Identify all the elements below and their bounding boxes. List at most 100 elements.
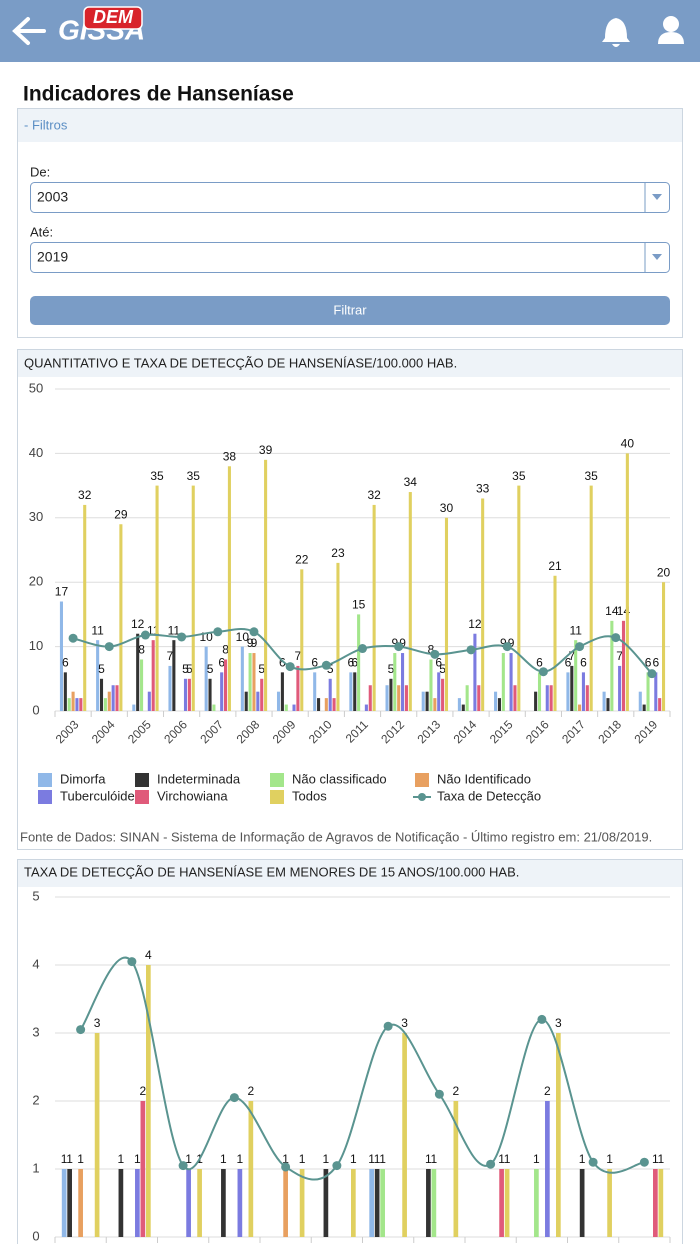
- rate-point: [466, 645, 476, 655]
- bar: [59, 601, 63, 711]
- data-label: 2: [544, 1084, 551, 1098]
- data-label: 17: [55, 585, 69, 599]
- to-select[interactable]: [30, 242, 670, 273]
- rate-point: [213, 627, 223, 637]
- y-tick-label: 20: [29, 574, 43, 589]
- bar: [140, 659, 144, 711]
- data-label: 2: [248, 1084, 255, 1098]
- bar: [224, 659, 228, 711]
- data-label: 1: [185, 1152, 192, 1166]
- bar: [408, 492, 412, 711]
- bar: [212, 704, 216, 711]
- rate-point: [575, 642, 585, 652]
- bar: [545, 685, 549, 711]
- data-label: 1: [220, 1152, 227, 1166]
- data-label: 5: [186, 662, 193, 676]
- user-icon[interactable]: [658, 16, 684, 44]
- data-label: 32: [78, 488, 92, 502]
- bar: [618, 665, 622, 711]
- legend-label: Não classificado: [292, 771, 387, 786]
- bar: [252, 653, 256, 711]
- data-label: 6: [348, 656, 355, 670]
- bar: [509, 653, 513, 711]
- data-label: 23: [331, 546, 345, 560]
- data-label: 6: [218, 656, 225, 670]
- bar: [429, 659, 433, 711]
- chart-panel-header: [18, 350, 682, 377]
- data-label: 11: [569, 623, 582, 637]
- data-label: 1: [61, 1152, 68, 1166]
- rate-point: [611, 633, 621, 643]
- data-label: 35: [150, 469, 164, 483]
- bar: [389, 678, 393, 711]
- data-label: 4: [145, 948, 152, 962]
- legend-label: Tuberculóide: [60, 788, 135, 803]
- data-label: 14: [605, 604, 619, 618]
- data-label: 11: [168, 623, 181, 637]
- y-tick-label: 2: [32, 1092, 39, 1107]
- data-label: 1: [379, 1152, 386, 1166]
- bar: [578, 704, 582, 711]
- bar: [579, 1169, 585, 1237]
- back-button[interactable]: [12, 17, 46, 45]
- bar: [646, 672, 650, 711]
- bar: [574, 640, 578, 711]
- rate-point: [538, 667, 548, 677]
- legend-swatch: [38, 773, 52, 787]
- data-label: 1: [504, 1152, 511, 1166]
- y-tick-label: 0: [32, 702, 39, 717]
- data-label: 1: [299, 1152, 306, 1166]
- bar: [477, 685, 481, 711]
- legend-swatch: [135, 790, 149, 804]
- filter-button-label: Filtrar: [333, 302, 367, 317]
- bar: [79, 698, 83, 711]
- bar: [553, 575, 557, 711]
- bar: [402, 1033, 407, 1237]
- bar: [63, 672, 67, 711]
- rate-point: [285, 662, 295, 672]
- bar: [625, 453, 629, 711]
- data-label: 6: [565, 656, 572, 670]
- bar: [385, 685, 389, 711]
- filter-toggle[interactable]: - Filtros: [24, 117, 68, 132]
- from-select[interactable]: [30, 182, 670, 213]
- bar: [517, 485, 521, 711]
- bar: [364, 704, 368, 711]
- bar: [426, 1169, 431, 1237]
- data-label: 1: [658, 1152, 665, 1166]
- rate-point: [76, 1025, 86, 1035]
- badge-bg: [83, 6, 143, 30]
- data-label: 9: [247, 636, 254, 650]
- bar: [349, 672, 353, 711]
- bar: [244, 691, 248, 711]
- data-label: 7: [616, 649, 623, 663]
- data-label: 1: [134, 1152, 141, 1166]
- bar: [556, 1033, 561, 1237]
- data-label: 11: [91, 623, 104, 637]
- bar: [610, 620, 614, 711]
- bar: [658, 1169, 664, 1237]
- notification-icon[interactable]: [602, 18, 630, 47]
- chart-title: QUANTITATIVO E TAXA DE DETECÇÃO DE HANSE…: [24, 355, 457, 370]
- y-tick-label: 1: [32, 1160, 39, 1175]
- bar: [186, 1169, 191, 1237]
- bar: [441, 678, 445, 711]
- bar: [534, 691, 538, 711]
- rate-point: [358, 644, 367, 654]
- legend-swatch: [415, 773, 429, 787]
- bar: [260, 678, 264, 711]
- data-label: 1: [533, 1152, 540, 1166]
- bar: [585, 685, 589, 711]
- source-note: Fonte de Dados: SINAN - Sistema de Infor…: [20, 829, 652, 844]
- filter-button[interactable]: [30, 296, 670, 325]
- to-value: 2019: [37, 249, 68, 265]
- bar: [504, 1169, 510, 1237]
- rate-point: [647, 669, 657, 679]
- legend-swatch: [38, 790, 52, 804]
- data-label: 1: [282, 1152, 289, 1166]
- data-label: 1: [431, 1152, 438, 1166]
- bar: [437, 672, 441, 711]
- bar: [433, 698, 437, 711]
- rate-point: [281, 1162, 291, 1172]
